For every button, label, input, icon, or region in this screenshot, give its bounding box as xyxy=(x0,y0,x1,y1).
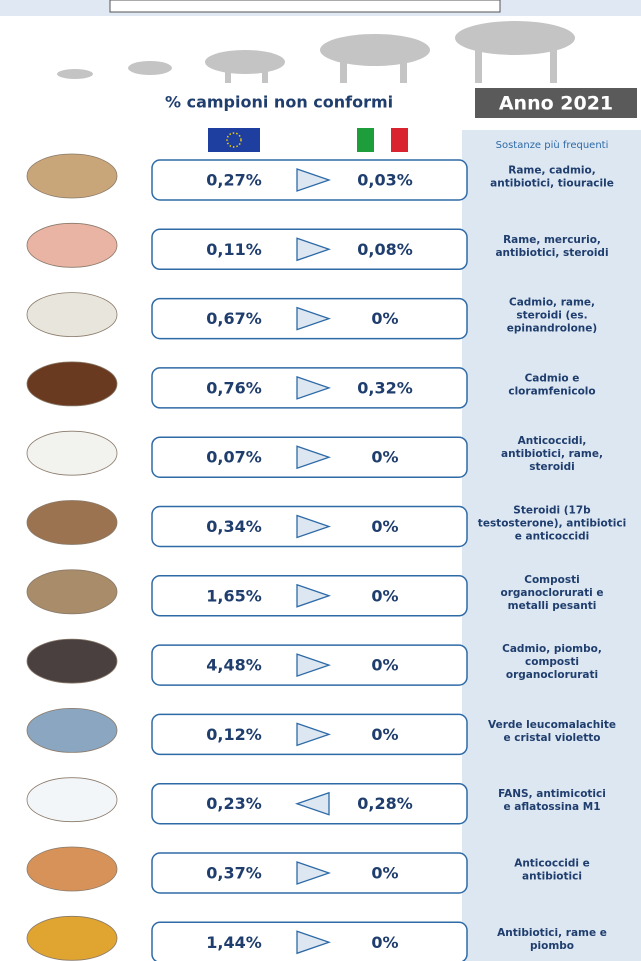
substance-line: Antibiotici, rame e xyxy=(497,927,607,939)
animal-icon xyxy=(27,223,117,267)
substance-line: antibiotici xyxy=(522,871,582,883)
eu-value: 0,27% xyxy=(206,171,262,190)
it-value: 0,08% xyxy=(357,240,413,259)
eu-value: 0,07% xyxy=(206,448,262,467)
substance-line: Steroidi (17b xyxy=(513,505,591,517)
it-value: 0% xyxy=(371,586,398,605)
eu-value: 4,48% xyxy=(206,656,262,675)
animal-icon xyxy=(27,501,117,545)
eu-value: 0,76% xyxy=(206,378,262,397)
substance-line: Anticoccidi e xyxy=(514,858,590,870)
animal-icon xyxy=(27,916,117,960)
substance-line: FANS, antimicotici xyxy=(498,788,606,800)
substance-line: antibiotici, rame, xyxy=(501,448,603,460)
eu-value: 0,11% xyxy=(206,240,262,259)
it-value: 0,32% xyxy=(357,378,413,397)
title: % campioni non conformi xyxy=(165,93,393,112)
animal-silhouettes xyxy=(57,21,575,83)
it-value: 0,03% xyxy=(357,171,413,190)
eu-value: 0,34% xyxy=(206,517,262,536)
substance-line: testosterone), antibiotici xyxy=(478,518,626,530)
eu-value: 0,37% xyxy=(206,864,262,883)
substance-line: steroidi xyxy=(529,461,575,473)
substance-line: antibiotici, tiouracile xyxy=(490,178,614,190)
it-value: 0% xyxy=(371,656,398,675)
it-value: 0% xyxy=(371,864,398,883)
eu-value: 0,67% xyxy=(206,309,262,328)
substance-line: epinandrolone) xyxy=(507,323,597,335)
it-value: 0% xyxy=(371,517,398,536)
animal-icon xyxy=(27,154,117,198)
animal-icon xyxy=(27,847,117,891)
substance-line: composti xyxy=(525,656,579,668)
substance-line: steroidi (es. xyxy=(516,310,587,322)
substances-heading: Sostanze più frequenti xyxy=(496,139,609,151)
it-value: 0% xyxy=(371,725,398,744)
animal-icon xyxy=(27,293,117,337)
substance-line: Cadmio e xyxy=(525,372,580,384)
substance-line: e anticoccidi xyxy=(515,531,590,543)
substance-line: e cristal violetto xyxy=(503,732,600,744)
substance-line: Composti xyxy=(524,574,579,586)
year: Anno 2021 xyxy=(499,93,613,115)
substance-line: cloramfenicolo xyxy=(508,385,595,397)
animal-icon xyxy=(27,362,117,406)
it-value: 0% xyxy=(371,933,398,952)
eu-value: 1,65% xyxy=(206,586,262,605)
substance-line: metalli pesanti xyxy=(508,600,597,612)
it-value: 0% xyxy=(371,448,398,467)
animal-icon xyxy=(27,708,117,752)
eu-value: 1,44% xyxy=(206,933,262,952)
substance-line: antibiotici, steroidi xyxy=(495,247,608,259)
substance-line: Verde leucomalachite xyxy=(488,719,616,731)
animal-icon xyxy=(27,570,117,614)
eu-value: 0,23% xyxy=(206,794,262,813)
animal-icon xyxy=(27,431,117,475)
substance-line: piombo xyxy=(530,940,574,952)
it-flag xyxy=(357,128,408,152)
eu-flag xyxy=(208,128,260,152)
substance-line: Cadmio, piombo, xyxy=(502,643,602,655)
substance-line: Rame, cadmio, xyxy=(508,165,595,177)
substance-line: Rame, mercurio, xyxy=(503,234,601,246)
eu-value: 0,12% xyxy=(206,725,262,744)
it-value: 0% xyxy=(371,309,398,328)
infographic: % campioni non conformi Anno 2021 Sostan… xyxy=(0,0,641,961)
substance-line: Anticoccidi, xyxy=(518,435,587,447)
top-frame xyxy=(110,0,500,12)
animal-icon xyxy=(27,639,117,683)
substance-line: e aflatossina M1 xyxy=(503,801,600,813)
substance-line: organoclorurati xyxy=(506,669,598,681)
animal-icon xyxy=(27,778,117,822)
it-value: 0,28% xyxy=(357,794,413,813)
substance-line: organoclorurati e xyxy=(500,587,603,599)
substance-line: Cadmio, rame, xyxy=(509,297,595,309)
